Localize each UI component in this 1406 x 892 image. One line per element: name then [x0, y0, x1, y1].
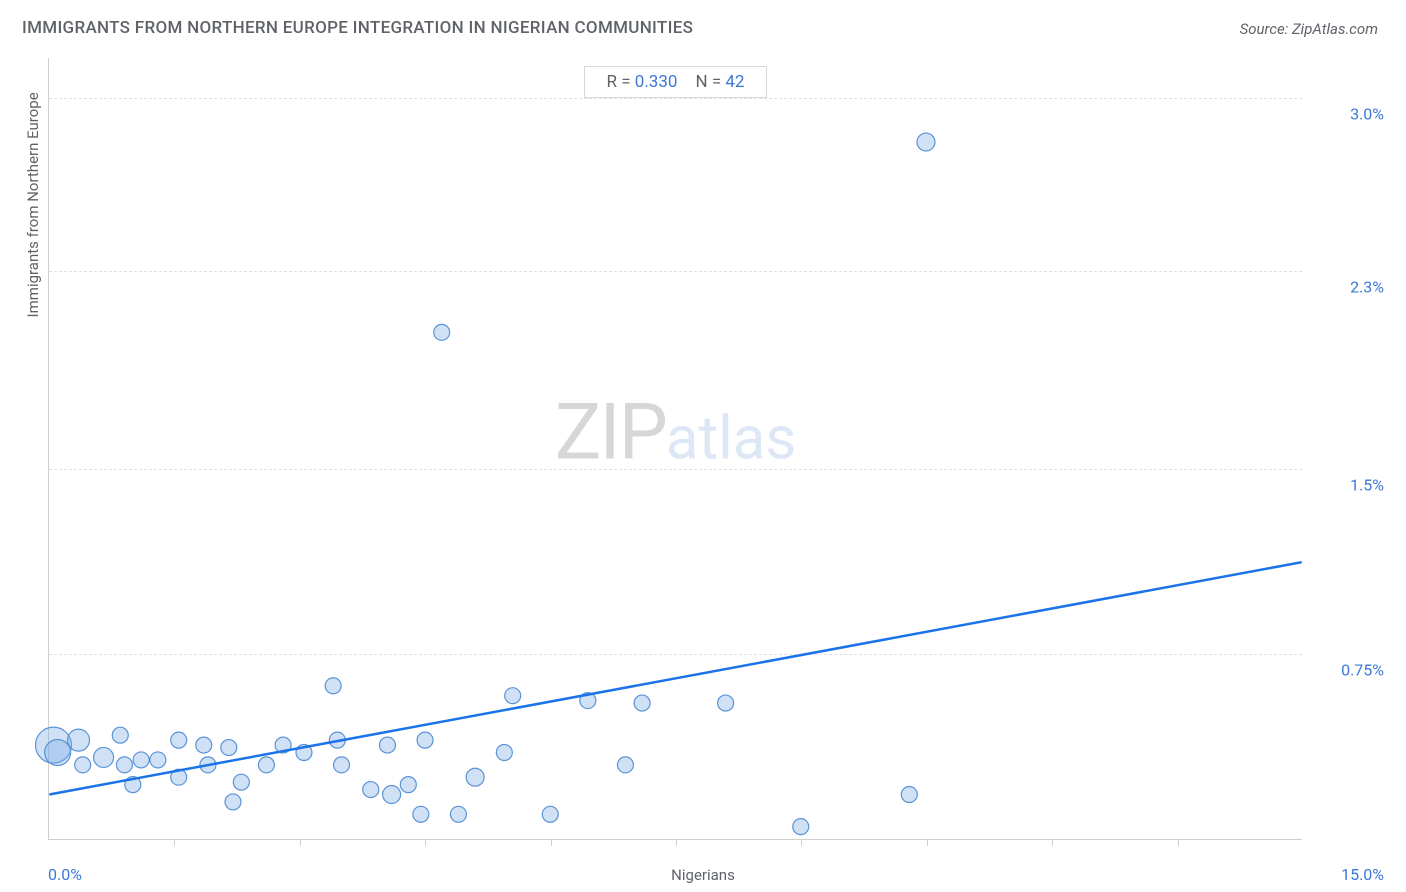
x-tick	[1052, 839, 1053, 846]
x-tick	[927, 839, 928, 846]
x-axis-label: Nigerians	[671, 866, 735, 884]
scatter-point	[221, 740, 237, 756]
scatter-point	[417, 732, 433, 748]
r-value: 0.330	[635, 72, 678, 92]
chart-title: IMMIGRANTS FROM NORTHERN EUROPE INTEGRAT…	[22, 18, 693, 38]
scatter-point	[505, 688, 521, 704]
scatter-point	[542, 806, 558, 822]
trend-line	[49, 562, 1301, 794]
scatter-point	[225, 794, 241, 810]
y-tick-label: 1.5%	[1350, 475, 1384, 494]
scatter-point	[112, 727, 128, 743]
scatter-point	[171, 732, 187, 748]
x-tick	[801, 839, 802, 846]
scatter-point	[450, 806, 466, 822]
x-tick	[676, 839, 677, 846]
scatter-point	[917, 133, 935, 151]
scatter-point	[45, 740, 71, 766]
scatter-point	[133, 752, 149, 768]
n-stat: N = 42	[695, 72, 744, 92]
r-stat: R = 0.330	[607, 72, 678, 92]
chart-plot-area: R = 0.330 N = 42 ZIPatlas	[48, 58, 1302, 840]
scatter-point	[901, 787, 917, 803]
x-tick	[425, 839, 426, 846]
scatter-point	[466, 768, 484, 786]
y-tick-label: 3.0%	[1350, 104, 1384, 123]
scatter-point	[434, 324, 450, 340]
scatter-point	[233, 774, 249, 790]
scatter-point	[379, 737, 395, 753]
n-value: 42	[725, 72, 744, 92]
scatter-svg	[49, 58, 1302, 839]
scatter-point	[75, 757, 91, 773]
scatter-point	[383, 786, 401, 804]
x-tick	[300, 839, 301, 846]
x-tick	[174, 839, 175, 846]
y-tick-label: 2.3%	[1350, 277, 1384, 296]
x-tick	[551, 839, 552, 846]
scatter-point	[400, 777, 416, 793]
scatter-point	[634, 695, 650, 711]
scatter-point	[196, 737, 212, 753]
scatter-point	[793, 819, 809, 835]
scatter-point	[334, 757, 350, 773]
n-label: N =	[695, 72, 721, 92]
x-axis-max: 15.0%	[1341, 865, 1384, 884]
scatter-point	[258, 757, 274, 773]
x-tick	[1178, 839, 1179, 846]
scatter-point	[68, 729, 90, 751]
y-tick-label: 0.75%	[1341, 661, 1384, 680]
scatter-point	[325, 678, 341, 694]
y-axis-label: Immigrants from Northern Europe	[24, 92, 42, 317]
scatter-point	[496, 745, 512, 761]
scatter-point	[718, 695, 734, 711]
scatter-point	[116, 757, 132, 773]
scatter-point	[94, 747, 114, 767]
r-label: R =	[607, 72, 631, 92]
scatter-point	[363, 782, 379, 798]
scatter-point	[617, 757, 633, 773]
scatter-point	[413, 806, 429, 822]
scatter-point	[150, 752, 166, 768]
stats-box: R = 0.330 N = 42	[584, 66, 768, 98]
x-axis-min: 0.0%	[48, 865, 82, 884]
source-attribution: Source: ZipAtlas.com	[1240, 20, 1378, 38]
